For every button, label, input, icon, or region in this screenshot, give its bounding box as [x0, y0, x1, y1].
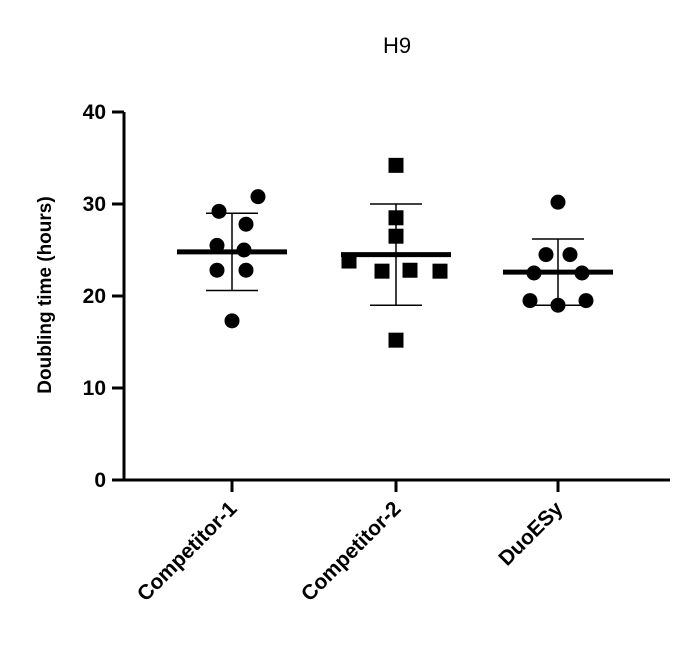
axes: 0 10 20 30 40 Competitor-1 Competitor-2 DuoESy [83, 101, 670, 606]
data-point [562, 247, 578, 263]
data-point [209, 262, 225, 278]
y-tick-label: 30 [83, 193, 106, 216]
data-point [209, 237, 225, 253]
data-point [388, 332, 404, 348]
data-point [224, 313, 240, 329]
data-point [374, 263, 390, 279]
data-point [250, 189, 266, 205]
data-point [341, 253, 357, 269]
x-tick-label: Competitor-2 [297, 497, 406, 606]
x-tick-label: DuoESy [494, 497, 567, 570]
series-group [341, 157, 451, 348]
data-point [522, 293, 538, 309]
y-tick-label: 0 [94, 469, 106, 492]
data-point [388, 157, 404, 173]
y-tick-label: 10 [83, 377, 106, 400]
data-marks [177, 157, 613, 348]
data-point [550, 194, 566, 210]
chart-title: H9 [383, 33, 411, 58]
data-point [432, 263, 448, 279]
data-point [238, 216, 254, 232]
data-point [538, 247, 554, 263]
data-point [211, 203, 227, 219]
y-tick-label: 40 [83, 101, 106, 124]
series-group [503, 194, 613, 313]
series-group [177, 189, 287, 329]
x-tick-label: Competitor-1 [133, 497, 242, 606]
y-tick-label: 20 [83, 285, 106, 308]
y-axis-label: Doubling time (hours) [35, 196, 56, 393]
data-point [402, 262, 418, 278]
data-point [238, 262, 254, 278]
data-point [578, 293, 594, 309]
